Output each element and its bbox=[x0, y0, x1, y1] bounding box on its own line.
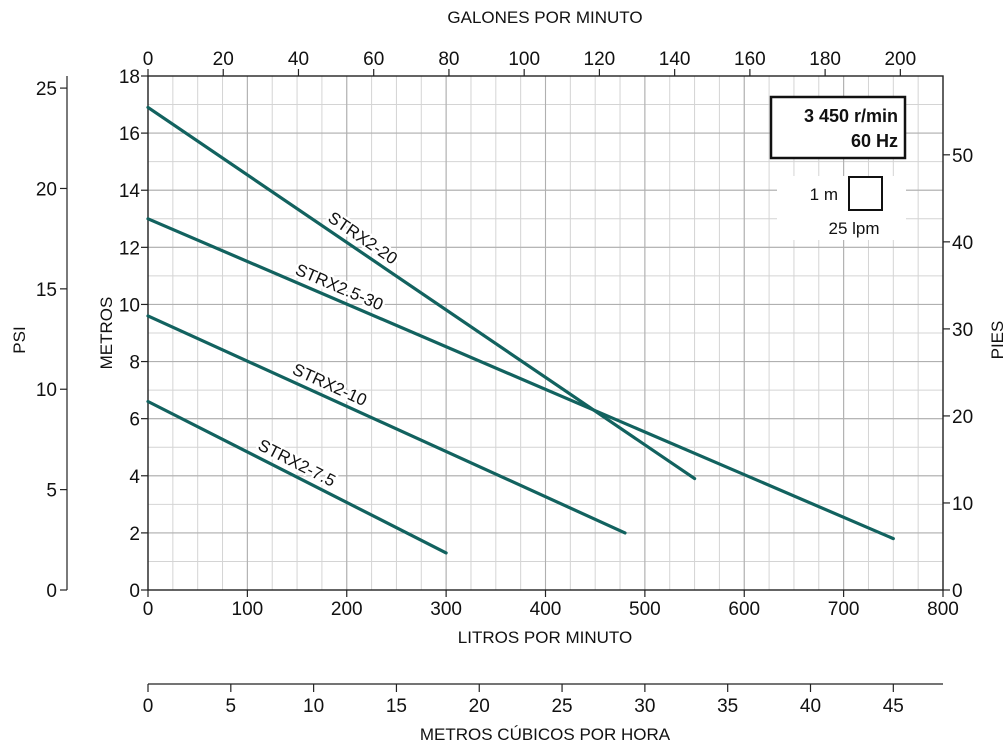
metros-tick-label: 0 bbox=[129, 581, 140, 602]
speed-box bbox=[769, 95, 907, 160]
psi-tick-label: 10 bbox=[36, 380, 57, 401]
psi-tick-label: 25 bbox=[36, 79, 57, 100]
series-line bbox=[146, 314, 627, 535]
psi-tick-label: 20 bbox=[36, 179, 57, 200]
gpm-tick-label: 120 bbox=[584, 49, 616, 70]
cubic-tick-label: 15 bbox=[386, 696, 407, 717]
gpm-tick-label: 40 bbox=[288, 49, 309, 70]
lpm-tick-label: 0 bbox=[143, 599, 154, 620]
metros-tick-label: 18 bbox=[119, 67, 140, 88]
grid-scale-square bbox=[848, 176, 883, 211]
metros-tick-label: 10 bbox=[119, 295, 140, 316]
lpm-tick-label: 700 bbox=[828, 599, 860, 620]
cubic-tick-label: 25 bbox=[551, 696, 572, 717]
metros-tick-label: 12 bbox=[119, 238, 140, 259]
cubic-tick-label: 30 bbox=[634, 696, 655, 717]
series-line bbox=[146, 217, 895, 541]
pies-tick-label: 30 bbox=[952, 320, 973, 341]
metros-tick-label: 6 bbox=[129, 410, 140, 431]
grid-scale-vertical-label: 1 m bbox=[810, 185, 838, 204]
psi-tick-label: 15 bbox=[36, 280, 57, 301]
cubic-axis-title: METROS CÚBICOS POR HORA bbox=[420, 725, 671, 744]
lpm-tick-label: 800 bbox=[927, 599, 959, 620]
gpm-tick-label: 200 bbox=[884, 49, 916, 70]
cubic-tick-label: 0 bbox=[143, 696, 154, 717]
psi-tick-label: 0 bbox=[46, 581, 57, 602]
cubic-tick-label: 5 bbox=[226, 696, 237, 717]
pies-tick-label: 10 bbox=[952, 494, 973, 515]
metros-tick-label: 16 bbox=[119, 124, 140, 145]
metros-tick-label: 4 bbox=[129, 467, 140, 488]
left-axis-title: METROS bbox=[97, 297, 116, 370]
series-line bbox=[146, 105, 697, 481]
speed-box-hz: 60 Hz bbox=[851, 131, 898, 151]
gpm-tick-label: 0 bbox=[143, 49, 154, 70]
axis-ticks bbox=[60, 69, 950, 692]
gpm-tick-label: 20 bbox=[213, 49, 234, 70]
cubic-tick-label: 45 bbox=[883, 696, 904, 717]
grid-scale-backdrop bbox=[777, 176, 906, 240]
lpm-tick-label: 300 bbox=[430, 599, 462, 620]
lpm-tick-label: 200 bbox=[331, 599, 363, 620]
gpm-tick-label: 80 bbox=[438, 49, 459, 70]
cubic-tick-label: 10 bbox=[303, 696, 324, 717]
cubic-tick-label: 35 bbox=[717, 696, 738, 717]
metros-tick-label: 8 bbox=[129, 353, 140, 374]
bottom-axis-title: LITROS POR MINUTO bbox=[458, 628, 632, 647]
gpm-tick-label: 160 bbox=[734, 49, 766, 70]
lpm-tick-label: 100 bbox=[232, 599, 264, 620]
cubic-tick-label: 40 bbox=[800, 696, 821, 717]
gpm-tick-label: 140 bbox=[659, 49, 691, 70]
psi-axis-title: PSI bbox=[10, 326, 29, 353]
lpm-tick-label: 600 bbox=[728, 599, 760, 620]
lpm-tick-label: 400 bbox=[530, 599, 562, 620]
speed-box-rpm: 3 450 r/min bbox=[804, 106, 898, 126]
gpm-tick-label: 180 bbox=[809, 49, 841, 70]
series-label: STRX2-20 bbox=[325, 208, 401, 268]
pies-tick-label: 20 bbox=[952, 407, 973, 428]
gpm-tick-label: 60 bbox=[363, 49, 384, 70]
pies-tick-label: 0 bbox=[952, 581, 963, 602]
metros-tick-label: 2 bbox=[129, 524, 140, 545]
right-axis-title: PIES bbox=[988, 321, 1005, 360]
pies-tick-label: 40 bbox=[952, 233, 973, 254]
lpm-tick-label: 500 bbox=[629, 599, 661, 620]
series-line bbox=[146, 399, 448, 555]
grid-scale-horizontal-label: 25 lpm bbox=[828, 219, 879, 238]
top-axis-title: GALONES POR MINUTO bbox=[447, 8, 642, 27]
pies-tick-label: 50 bbox=[952, 146, 973, 167]
psi-tick-label: 5 bbox=[46, 481, 57, 502]
cubic-tick-label: 20 bbox=[469, 696, 490, 717]
metros-tick-label: 14 bbox=[119, 181, 141, 202]
series-group bbox=[146, 105, 895, 555]
gpm-tick-label: 100 bbox=[508, 49, 540, 70]
